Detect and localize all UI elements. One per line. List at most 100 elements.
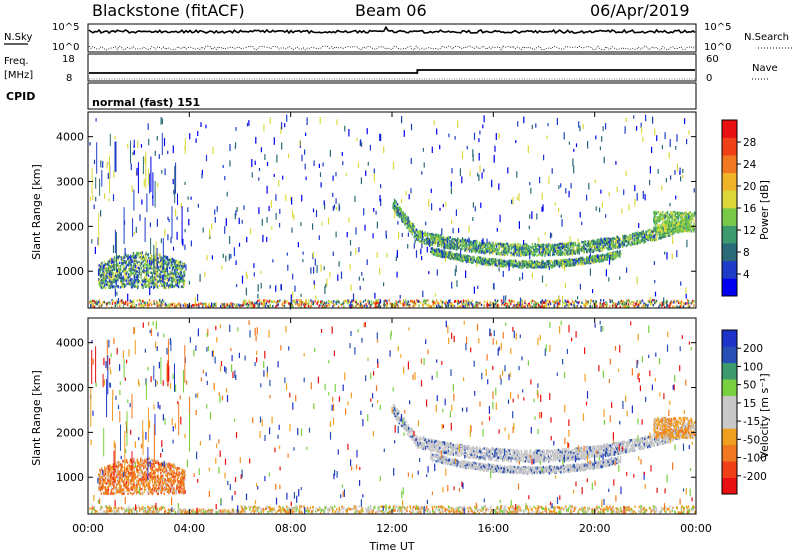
echo-cell	[179, 272, 182, 275]
echo-cell	[412, 305, 414, 308]
echo-cell	[178, 282, 180, 285]
echo-cell	[201, 304, 204, 307]
echo-cell	[455, 248, 457, 251]
echo-cell	[161, 256, 163, 260]
echo-cell	[458, 305, 460, 308]
echo-cell	[146, 284, 148, 288]
echo-cell	[275, 305, 277, 308]
echo-cell	[269, 299, 271, 302]
echo-cell	[601, 302, 604, 306]
echo-cell	[488, 248, 491, 251]
echo-cell	[246, 306, 249, 309]
echo-cell	[514, 252, 516, 255]
echo-cell	[106, 270, 109, 274]
echo-cell	[149, 271, 152, 274]
echo-cell	[164, 272, 166, 275]
echo-cell	[159, 265, 162, 268]
echo-cell	[321, 300, 323, 303]
echo-cell	[104, 279, 107, 282]
freq-unit: [MHz]	[4, 70, 33, 81]
echo-cell	[357, 302, 359, 306]
echo-cell	[90, 302, 93, 305]
echo-cell	[568, 305, 570, 308]
echo-cell	[611, 239, 613, 242]
echo-cell	[175, 281, 177, 284]
echo-cell	[652, 232, 654, 236]
echo-cell	[504, 243, 506, 247]
echo-cell	[408, 300, 410, 304]
echo-cell	[98, 264, 100, 267]
echo-cell	[171, 303, 173, 306]
echo-cell	[127, 263, 129, 267]
echo-cell	[258, 305, 260, 308]
echo-cell	[159, 299, 161, 302]
echo-cell	[676, 305, 678, 308]
echo-cell	[232, 303, 234, 306]
echo-cell	[119, 261, 121, 265]
nsky-series	[88, 25, 696, 35]
echo-cell	[158, 280, 160, 283]
echo-cell	[328, 300, 330, 304]
echo-cell	[562, 246, 564, 249]
echo-cell	[116, 304, 118, 307]
echo-cell	[148, 281, 150, 284]
echo-cell	[511, 243, 513, 247]
echo-cell	[139, 304, 141, 307]
echo-cell	[170, 276, 173, 280]
echo-cell	[107, 281, 110, 285]
echo-cell	[415, 238, 418, 241]
echo-cell	[108, 284, 110, 287]
echo-cell	[117, 285, 119, 289]
echo-cell	[183, 281, 186, 285]
echo-cell	[101, 279, 103, 282]
echo-cell	[136, 253, 139, 256]
echo-cell	[164, 258, 166, 261]
echo-cell	[258, 303, 260, 306]
echo-cell	[456, 300, 458, 303]
echo-cell	[520, 253, 522, 256]
echo-cell	[119, 286, 122, 289]
nave-label: Nave	[752, 63, 778, 74]
echo-cell	[304, 305, 307, 309]
echo-cell	[544, 301, 546, 304]
echo-cell	[156, 268, 158, 271]
echo-cell	[283, 299, 286, 302]
echo-cell	[559, 300, 561, 303]
echo-cell	[598, 249, 600, 253]
echo-cell	[183, 265, 185, 268]
echo-cell	[131, 303, 133, 306]
echo-cell	[124, 302, 126, 305]
echo-cell	[619, 300, 622, 303]
echo-cell	[394, 302, 397, 306]
echo-cell	[109, 282, 111, 286]
echo-cell	[156, 279, 158, 282]
echo-cell	[182, 281, 185, 284]
echo-cell	[223, 303, 226, 306]
echo-cell	[314, 299, 316, 303]
echo-cell	[531, 246, 533, 250]
echo-cell	[173, 277, 175, 281]
echo-cell	[404, 214, 407, 217]
echo-cell	[123, 260, 126, 263]
echo-cell	[521, 299, 523, 302]
echo-cell	[333, 300, 335, 303]
echo-cell	[282, 301, 284, 304]
echo-cell	[653, 299, 655, 302]
echo-cell	[165, 255, 167, 258]
echo-cell	[492, 246, 495, 249]
echo-cell	[573, 249, 575, 252]
echo-cell	[150, 253, 152, 256]
echo-cell	[574, 299, 577, 303]
echo-cell	[671, 301, 673, 304]
echo-cell	[276, 304, 279, 307]
echo-cell	[246, 302, 249, 305]
echo-cell	[624, 302, 627, 305]
echo-cell	[469, 300, 471, 304]
echo-cell	[589, 244, 592, 248]
echo-cell	[102, 301, 104, 304]
echo-cell	[691, 301, 693, 304]
echo-cell	[441, 304, 443, 307]
echo-cell	[117, 279, 119, 282]
echo-cell	[406, 303, 408, 306]
echo-cell	[519, 243, 521, 247]
